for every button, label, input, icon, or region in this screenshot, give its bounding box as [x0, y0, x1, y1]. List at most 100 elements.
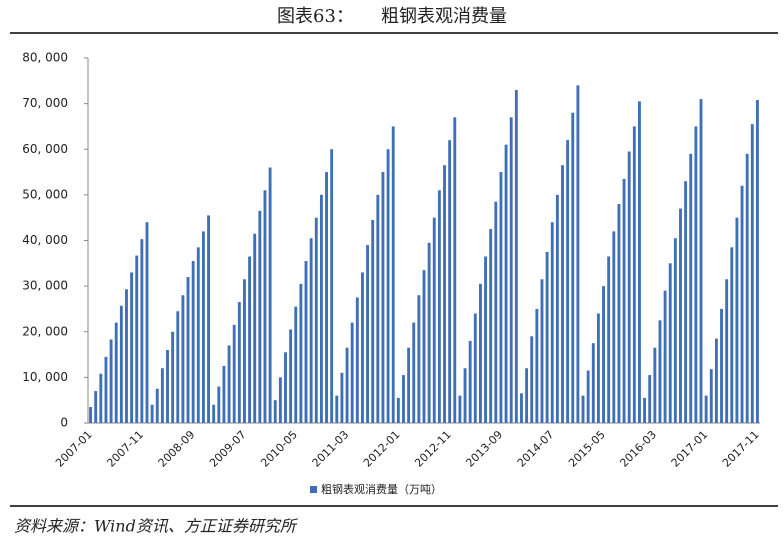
- bar: [130, 272, 134, 423]
- bar: [571, 112, 575, 423]
- y-tick-label: 80, 000: [22, 51, 68, 65]
- bar: [453, 117, 457, 423]
- bar: [201, 231, 205, 423]
- bar: [443, 165, 446, 423]
- bar: [340, 372, 344, 423]
- bar: [422, 270, 426, 423]
- bar: [345, 347, 349, 423]
- bar: [602, 286, 605, 423]
- bar: [509, 117, 513, 423]
- bar: [730, 247, 734, 423]
- bar: [263, 190, 267, 423]
- bar: [530, 336, 534, 423]
- bar: [304, 261, 308, 423]
- bar: [125, 289, 128, 423]
- bar: [258, 210, 262, 423]
- bar: [227, 345, 231, 423]
- bar: [709, 369, 713, 423]
- bar: [335, 395, 339, 423]
- bar: [207, 215, 210, 423]
- bar: [638, 101, 641, 423]
- bar: [268, 167, 272, 423]
- bar: [309, 238, 313, 423]
- bar: [591, 343, 595, 423]
- bar: [314, 217, 318, 423]
- bar: [555, 194, 559, 423]
- bar: [217, 386, 221, 423]
- bar: [499, 172, 503, 423]
- bar: [612, 231, 616, 423]
- bar: [463, 368, 467, 423]
- bar: [750, 124, 754, 423]
- x-tick-label: 2017-01: [669, 428, 711, 470]
- bar: [520, 393, 523, 423]
- bar: [196, 247, 200, 423]
- bar: [632, 126, 636, 423]
- x-tick-label: 2013-09: [463, 428, 505, 470]
- bar: [427, 242, 431, 423]
- bar: [278, 377, 282, 423]
- bar: [145, 222, 149, 423]
- bar: [376, 194, 380, 423]
- bar: [596, 313, 600, 423]
- bar: [212, 404, 216, 423]
- bar: [166, 350, 169, 423]
- bar: [514, 89, 518, 423]
- bar: [391, 126, 395, 423]
- x-tick-label: 2007-11: [104, 428, 146, 470]
- bar: [294, 306, 298, 423]
- bar: [468, 340, 472, 423]
- bar: [735, 217, 739, 423]
- bar: [494, 201, 498, 423]
- bar: [273, 400, 277, 423]
- bar: [684, 181, 688, 423]
- bar: [355, 297, 359, 423]
- bar: [402, 375, 405, 423]
- bar: [525, 368, 529, 423]
- bar: [155, 388, 159, 423]
- bar: [478, 283, 482, 423]
- x-tick-label: 2011-03: [310, 428, 352, 470]
- legend-swatch: [310, 486, 317, 493]
- x-tick-label: 2014-07: [515, 428, 557, 470]
- bar: [407, 347, 411, 423]
- bar: [643, 397, 647, 423]
- bar: [663, 290, 667, 423]
- bar: [176, 311, 180, 423]
- bar: [150, 404, 154, 423]
- bar: [504, 144, 508, 423]
- x-tick-label: 2010-05: [258, 428, 300, 470]
- x-tick-label: 2012-01: [361, 428, 403, 470]
- bar: [648, 375, 652, 423]
- bar: [714, 338, 718, 423]
- bar: [289, 329, 293, 423]
- bar: [540, 279, 544, 423]
- y-tick-label: 70, 000: [22, 96, 68, 110]
- bar: [473, 313, 477, 423]
- bar: [607, 256, 611, 423]
- bar: [417, 295, 421, 423]
- bar: [673, 238, 677, 423]
- bar: [694, 126, 698, 423]
- bar: [725, 279, 729, 423]
- bar: [617, 204, 621, 423]
- bar: [99, 373, 103, 423]
- bar: [699, 99, 703, 423]
- bar: [720, 308, 723, 423]
- bar: [489, 229, 493, 423]
- bar: [114, 322, 118, 423]
- y-tick-label: 60, 000: [22, 142, 68, 156]
- bar: [432, 217, 436, 423]
- y-tick-label: 40, 000: [22, 233, 68, 247]
- bar: [160, 368, 164, 423]
- y-tick-label: 0: [60, 416, 68, 430]
- bar: [361, 272, 364, 423]
- bar: [745, 153, 749, 423]
- bar: [222, 365, 226, 423]
- x-tick-label: 2016-03: [617, 428, 659, 470]
- bar: [668, 263, 672, 423]
- bar: [550, 222, 554, 423]
- bar: [350, 322, 354, 423]
- bar: [561, 165, 564, 423]
